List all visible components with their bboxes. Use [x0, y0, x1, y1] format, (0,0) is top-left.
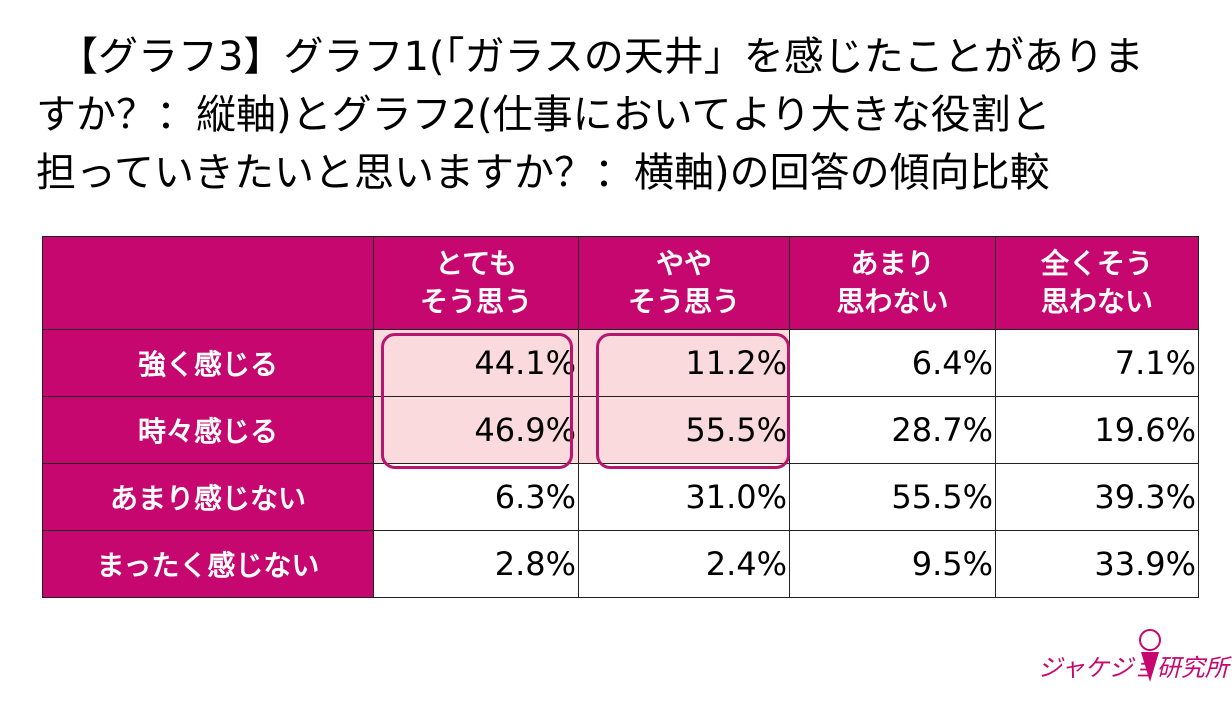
row-label: 時々感じる [42, 396, 374, 464]
header-text: 思わない [836, 285, 949, 318]
header-text: 全くそう [1040, 247, 1153, 280]
row-label: まったく感じない [42, 530, 374, 598]
title-line: 【グラフ3】グラフ1(「ガラスの天井」を感じたことがありま [58, 34, 1144, 80]
header-cell: とても そう思う [373, 236, 579, 330]
value-cell: 33.9% [995, 530, 1199, 598]
logo-icon [1139, 629, 1161, 682]
value-cell: 2.8% [373, 530, 579, 598]
value-cell: 2.4% [578, 530, 790, 598]
value-cell: 6.3% [373, 463, 579, 531]
header-cell: 全くそう 思わない [995, 236, 1199, 330]
logo: ジャケジョ研究所 [1038, 654, 1229, 682]
row: 時々感じる 46.9% 55.5% 28.7% 19.6% [42, 396, 1199, 464]
header-text: やや [655, 247, 712, 280]
header-text: あまり [850, 247, 935, 280]
value-cell: 55.5% [578, 396, 790, 464]
header-text: とても [435, 247, 517, 280]
value-cell: 31.0% [578, 463, 790, 531]
header-text: そう思う [419, 285, 532, 318]
value-cell: 46.9% [373, 396, 579, 464]
header-text: 思わない [1040, 285, 1153, 318]
header-cell: あまり 思わない [789, 236, 996, 330]
value-cell: 6.4% [789, 329, 996, 397]
value-cell: 39.3% [995, 463, 1199, 531]
header-cell: やや そう思う [578, 236, 790, 330]
value-cell: 7.1% [995, 329, 1199, 397]
title-line: 担っていきたいと思いますか？：横軸)の回答の傾向比較 [36, 150, 1050, 196]
title: 【グラフ3】グラフ1(「ガラスの天井」を感じたことがありますか？：縦軸)とグラフ… [36, 28, 1216, 202]
row: あまり感じない 6.3% 31.0% 55.5% 39.3% [42, 463, 1199, 531]
value-cell: 19.6% [995, 396, 1199, 464]
header-row: とても そう思う やや そう思う あまり 思わない 全くそう 思わない [42, 236, 1199, 330]
header-text: そう思う [627, 285, 740, 318]
value-cell: 11.2% [578, 329, 790, 397]
value-cell: 28.7% [789, 396, 996, 464]
table: とても そう思う やや そう思う あまり 思わない 全くそう 思わない 強く感じる 44.1% 1… [42, 236, 1199, 598]
row-label: あまり感じない [42, 463, 374, 531]
row: 強く感じる 44.1% 11.2% 6.4% 7.1% [42, 329, 1199, 397]
title-line: すか？：縦軸)とグラフ2(仕事においてより大きな役割と [36, 92, 1051, 138]
value-cell: 44.1% [373, 329, 579, 397]
value-cell: 9.5% [789, 530, 996, 598]
row: まったく感じない 2.8% 2.4% 9.5% 33.9% [42, 530, 1199, 598]
corner-cell [42, 236, 374, 330]
value-cell: 55.5% [789, 463, 996, 531]
row-label: 強く感じる [42, 329, 374, 397]
